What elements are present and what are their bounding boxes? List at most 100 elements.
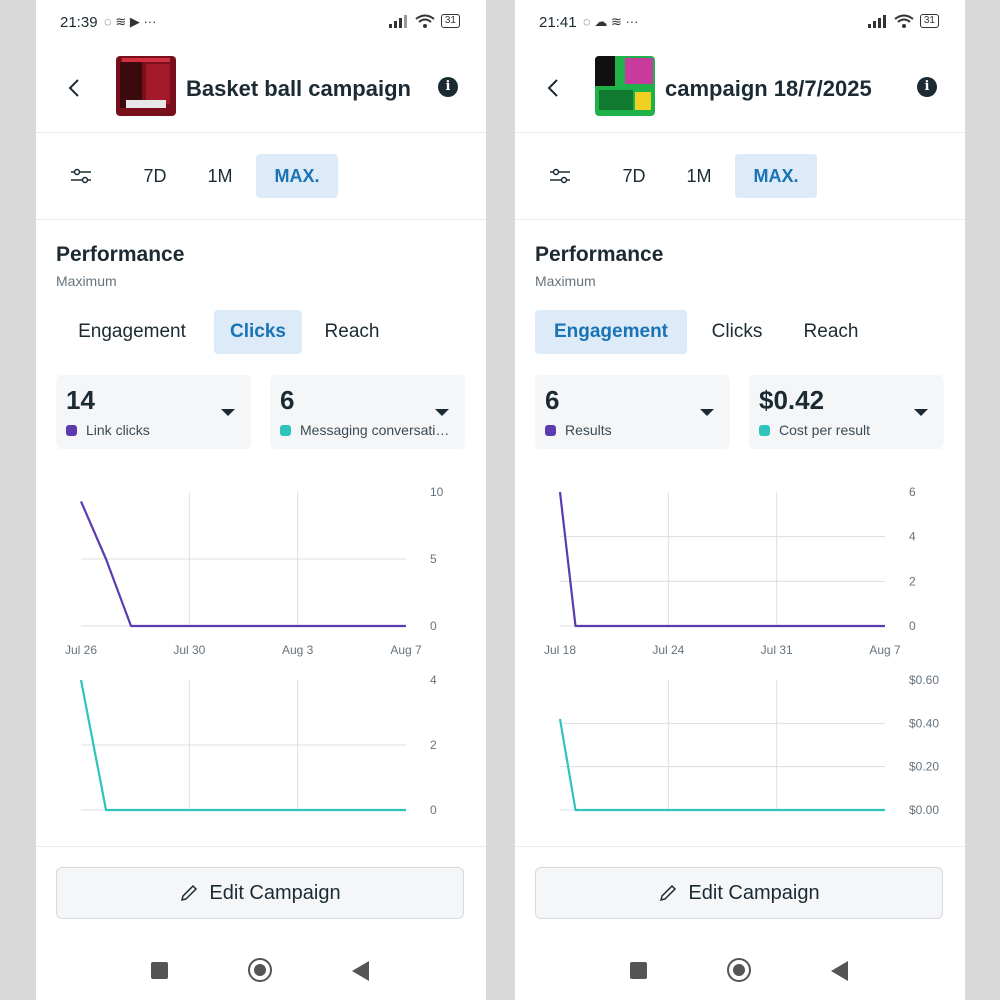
metric-card-secondary[interactable]: $0.42 Cost per result xyxy=(749,375,944,449)
status-notification-icons: ◌ ☁ ≋ ··· xyxy=(583,14,639,29)
legend-swatch xyxy=(759,425,770,436)
filter-sliders-icon[interactable] xyxy=(549,166,571,186)
filter-sliders-icon[interactable] xyxy=(70,166,92,186)
wifi-icon xyxy=(415,14,435,28)
status-notification-icons: ◌ ≋ ▶ ··· xyxy=(104,14,157,29)
x-tick-label: Jul 26 xyxy=(65,643,97,657)
y-tick-label: $0.40 xyxy=(909,716,939,730)
range-7d[interactable]: 7D xyxy=(143,166,167,186)
performance-title: Performance xyxy=(535,243,664,266)
signal-icon xyxy=(388,15,407,28)
caret-down-icon[interactable] xyxy=(221,409,235,416)
chart-primary: 6 4 2 0 Jul 18 Jul 24 Jul 31 Aug 7 xyxy=(544,485,916,657)
chart-primary: 10 5 0 Jul 26 Jul 30 Aug 3 Aug 7 xyxy=(65,485,444,657)
phone-screen-campaign-18-7: 21:41 ◌ ☁ ≋ ··· 31 campaign 18/7/2025 i … xyxy=(515,0,965,1000)
metric-card-primary[interactable]: 14 Link clicks xyxy=(56,375,251,449)
series-line xyxy=(558,491,885,628)
header-divider xyxy=(515,132,965,133)
battery-indicator: 31 xyxy=(919,14,939,28)
range-1m[interactable]: 1M xyxy=(686,166,712,186)
caret-down-icon[interactable] xyxy=(914,409,928,416)
chevron-left-icon[interactable] xyxy=(60,70,90,106)
edit-campaign-button[interactable]: Edit Campaign xyxy=(56,867,464,919)
tab-reach[interactable]: Reach xyxy=(803,321,859,342)
x-tick-label: Aug 7 xyxy=(869,643,901,657)
campaign-title: Basket ball campaign xyxy=(186,76,411,101)
y-tick-label: $0.00 xyxy=(909,803,939,817)
info-icon[interactable]: i xyxy=(438,77,458,97)
legend-swatch xyxy=(545,425,556,436)
tab-engagement[interactable]: Engagement xyxy=(78,321,186,342)
x-tick-label: Jul 31 xyxy=(761,643,793,657)
y-tick-label: 4 xyxy=(430,673,437,687)
metric-label: Messaging conversations started xyxy=(300,422,450,438)
tab-clicks[interactable]: Clicks xyxy=(214,310,302,354)
signal-icon xyxy=(867,15,886,28)
edit-campaign-label: Edit Campaign xyxy=(209,881,341,904)
x-tick-label: Jul 18 xyxy=(544,643,576,657)
y-tick-label: 10 xyxy=(430,485,444,499)
metric-value: 14 xyxy=(66,385,95,415)
range-divider xyxy=(36,219,486,220)
caret-down-icon[interactable] xyxy=(700,409,714,416)
wifi-icon xyxy=(894,14,914,28)
legend-swatch xyxy=(66,425,77,436)
nav-back-icon[interactable] xyxy=(831,961,848,981)
range-7d[interactable]: 7D xyxy=(622,166,646,186)
metric-label: Cost per result xyxy=(779,422,871,438)
performance-subtitle: Maximum xyxy=(535,273,596,289)
range-max[interactable]: MAX. xyxy=(256,154,338,198)
tab-clicks[interactable]: Clicks xyxy=(711,321,763,342)
y-tick-label: 5 xyxy=(430,552,437,566)
x-tick-label: Aug 7 xyxy=(390,643,422,657)
status-time: 21:39 xyxy=(60,14,98,31)
info-icon[interactable]: i xyxy=(917,77,937,97)
range-1m[interactable]: 1M xyxy=(207,166,233,186)
nav-home-icon[interactable] xyxy=(248,958,272,982)
chart-secondary: $0.60 $0.40 $0.20 $0.00 xyxy=(558,673,939,817)
campaign-thumbnail xyxy=(116,56,176,116)
nav-recents-icon[interactable] xyxy=(630,962,647,979)
y-tick-label: 4 xyxy=(909,530,916,544)
footer-divider xyxy=(515,846,965,847)
metric-card-secondary[interactable]: 6 Messaging conversations started xyxy=(270,375,465,449)
tab-reach[interactable]: Reach xyxy=(324,321,380,342)
performance-subtitle: Maximum xyxy=(56,273,117,289)
x-tick-label: Jul 30 xyxy=(173,643,205,657)
legend-swatch xyxy=(280,425,291,436)
campaign-thumbnail-image xyxy=(595,56,655,116)
chevron-left-icon[interactable] xyxy=(539,70,569,106)
battery-indicator: 31 xyxy=(440,14,460,28)
x-tick-label: Jul 24 xyxy=(652,643,684,657)
series-line xyxy=(558,718,885,812)
y-tick-label: 0 xyxy=(430,803,437,817)
range-divider xyxy=(515,219,965,220)
range-max[interactable]: MAX. xyxy=(735,154,817,198)
metric-value: 6 xyxy=(280,385,295,415)
caret-down-icon[interactable] xyxy=(435,409,449,416)
metric-label: Results xyxy=(565,422,612,438)
pencil-icon xyxy=(181,884,198,902)
chart-secondary: 4 2 0 xyxy=(79,673,437,817)
series-line xyxy=(79,500,406,628)
tab-engagement[interactable]: Engagement xyxy=(535,310,687,354)
campaign-thumbnail xyxy=(595,56,655,116)
status-right: 31 xyxy=(388,14,460,28)
status-time: 21:41 xyxy=(539,14,577,31)
x-tick-label: Aug 3 xyxy=(282,643,314,657)
performance-title: Performance xyxy=(56,243,185,266)
nav-home-icon[interactable] xyxy=(727,958,751,982)
y-tick-label: 0 xyxy=(430,619,437,633)
metric-value: $0.42 xyxy=(759,385,825,415)
metric-label: Link clicks xyxy=(86,422,150,438)
metric-value: 6 xyxy=(545,385,560,415)
pencil-icon xyxy=(660,884,677,902)
nav-back-icon[interactable] xyxy=(352,961,369,981)
campaign-thumbnail-image xyxy=(116,56,176,116)
edit-campaign-button[interactable]: Edit Campaign xyxy=(535,867,943,919)
metric-card-primary[interactable]: 6 Results xyxy=(535,375,730,449)
y-tick-label: 6 xyxy=(909,485,916,499)
y-tick-label: 0 xyxy=(909,619,916,633)
nav-recents-icon[interactable] xyxy=(151,962,168,979)
phone-screen-basketball: 21:39 ◌ ≋ ▶ ··· 31 Basket ball campaign … xyxy=(36,0,486,1000)
